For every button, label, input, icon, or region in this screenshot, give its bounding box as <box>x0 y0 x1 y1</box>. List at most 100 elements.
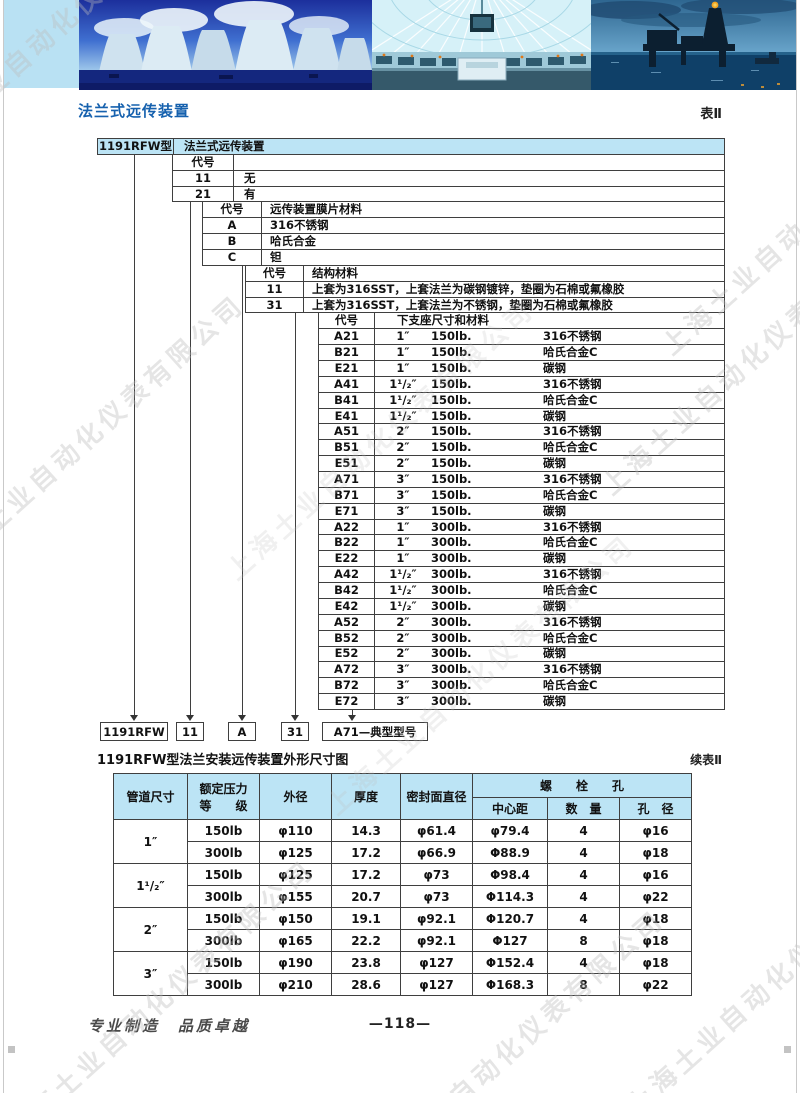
option-code: B21 <box>319 345 375 361</box>
option-size: 2″ <box>396 440 410 455</box>
center-cell: Φ127 <box>472 929 548 952</box>
option-row: 31 上套为316SST，上套法兰为不锈钢，垫圈为石棉或氟橡胶 <box>245 296 725 314</box>
option-code: A52 <box>319 615 375 630</box>
model-root-row: 1191RFW型 法兰式远传装置 <box>97 138 725 155</box>
option-material: 哈氏合金C <box>543 583 598 597</box>
seal-cell: φ73 <box>400 863 473 886</box>
option-rating: 150lb. <box>431 361 472 375</box>
option-row: B41 1¹/₂″ 150lb. 哈氏合金C <box>318 391 725 409</box>
option-code: E41 <box>319 409 375 424</box>
qty-cell: 8 <box>547 973 620 996</box>
col-header-center: 中心距 <box>472 797 548 820</box>
connector-line <box>352 709 353 715</box>
col-header-pipe: 管道尺寸 <box>113 773 188 820</box>
option-row: B22 1″ 300lb. 哈氏合金C <box>318 534 725 552</box>
option-rating: 150lb. <box>431 408 472 423</box>
option-row: E72 3″ 300lb. 碳钢 <box>318 693 725 710</box>
hole-cell: φ18 <box>619 907 692 930</box>
option-row: E42 1¹/₂″ 300lb. 碳钢 <box>318 597 725 615</box>
table-row: 300lb φ165 22.2 φ92.1 Φ127 8 φ18 <box>114 929 692 952</box>
option-row: A 316不锈钢 <box>202 217 725 235</box>
option-rating: 300lb. <box>431 598 472 613</box>
col-header-qty: 数 量 <box>547 797 620 820</box>
option-size: 1¹/₂″ <box>389 376 417 391</box>
option-desc: 上套为316SST，上套法兰为碳钢镀锌，垫圈为石棉或氟橡胶 <box>312 281 625 296</box>
footer-slogan: 专业制造 品质卓越 <box>88 1017 251 1035</box>
option-code: A22 <box>319 520 375 535</box>
option-rating: 300lb. <box>431 535 472 550</box>
option-rating: 300lb. <box>431 646 472 661</box>
option-material: 哈氏合金C <box>543 487 598 502</box>
level1-header-title <box>234 155 724 170</box>
table-row: 300lb φ155 20.7 φ73 Φ114.3 4 φ22 <box>114 885 692 908</box>
option-code: A71 <box>319 472 375 487</box>
option-row: B52 2″ 300lb. 哈氏合金C <box>318 629 725 647</box>
oil-platform-photo <box>591 0 797 90</box>
arrow-down-icon <box>238 715 246 721</box>
option-desc: 钽 <box>270 250 282 264</box>
od-cell: φ210 <box>259 973 332 996</box>
hole-cell: φ22 <box>619 885 692 908</box>
level3-header-code: 代号 <box>246 266 304 281</box>
option-code: B71 <box>319 488 375 503</box>
table-tag: 表Ⅱ <box>700 107 722 122</box>
seal-cell: φ92.1 <box>400 907 473 930</box>
table-row: 2″ 150lb φ150 19.1 φ92.1 Φ120.7 4 φ18 <box>113 907 692 952</box>
option-code: B <box>203 234 262 250</box>
option-row: B71 3″ 150lb. 哈氏合金C <box>318 486 725 504</box>
option-code: B22 <box>319 535 375 551</box>
option-rating: 150lb. <box>431 392 472 407</box>
option-desc: 上套为316SST，上套法兰为不锈钢，垫圈为石棉或氟橡胶 <box>312 297 613 312</box>
option-size: 3″ <box>396 472 410 486</box>
example-box-code1: 11 <box>176 722 204 741</box>
option-material: 哈氏合金C <box>543 535 598 550</box>
option-code: B52 <box>319 631 375 646</box>
option-row: A21 1″ 150lb. 316不锈钢 <box>318 328 725 346</box>
option-size: 2″ <box>396 424 410 439</box>
od-cell: φ165 <box>259 929 332 952</box>
option-code: 11 <box>246 282 304 297</box>
option-rating: 150lb. <box>431 440 472 455</box>
level1-header-row: 代号 <box>172 153 725 171</box>
thickness-cell: 14.3 <box>331 819 401 842</box>
option-rating: 150lb. <box>431 376 472 391</box>
page-border-right <box>796 0 797 1093</box>
hole-cell: φ16 <box>619 819 692 842</box>
page-number: —118— <box>368 1016 432 1032</box>
corner-mark <box>784 1046 791 1053</box>
thickness-cell: 23.8 <box>331 951 401 974</box>
option-rating: 300lb. <box>431 583 472 597</box>
header-blue-block <box>4 0 79 88</box>
rating-cell: 300lb <box>187 841 260 864</box>
arrow-down-icon <box>130 715 138 721</box>
option-material: 316不锈钢 <box>543 424 602 439</box>
option-rating: 300lb. <box>431 567 472 582</box>
option-rating: 300lb. <box>431 551 472 566</box>
qty-cell: 8 <box>547 929 620 952</box>
option-code: B72 <box>319 678 375 694</box>
option-material: 316不锈钢 <box>543 472 602 486</box>
option-row: B72 3″ 300lb. 哈氏合金C <box>318 677 725 695</box>
option-row: E51 2″ 150lb. 碳钢 <box>318 455 725 473</box>
option-rating: 300lb. <box>431 630 472 645</box>
option-code: A21 <box>319 329 375 345</box>
option-size: 2″ <box>396 614 410 629</box>
option-material: 316不锈钢 <box>543 376 602 391</box>
qty-cell: 4 <box>547 907 620 930</box>
option-code: 31 <box>246 298 304 313</box>
option-rating: 300lb. <box>431 678 472 693</box>
col-header-seal: 密封面直径 <box>400 773 473 820</box>
hole-cell: φ18 <box>619 929 692 952</box>
od-cell: φ190 <box>259 951 332 974</box>
option-size: 3″ <box>396 487 410 502</box>
table-row: 300lb φ210 28.6 φ127 Φ168.3 8 φ22 <box>114 973 692 996</box>
level2-header-code: 代号 <box>203 202 262 218</box>
option-row: B51 2″ 150lb. 哈氏合金C <box>318 439 725 457</box>
option-size: 1″ <box>396 535 410 550</box>
option-row: A72 3″ 300lb. 316不锈钢 <box>318 661 725 679</box>
continued-table-tag: 续表Ⅱ <box>690 753 722 767</box>
option-code: E42 <box>319 599 375 614</box>
option-material: 碳钢 <box>543 551 566 566</box>
option-rating: 150lb. <box>431 472 472 486</box>
